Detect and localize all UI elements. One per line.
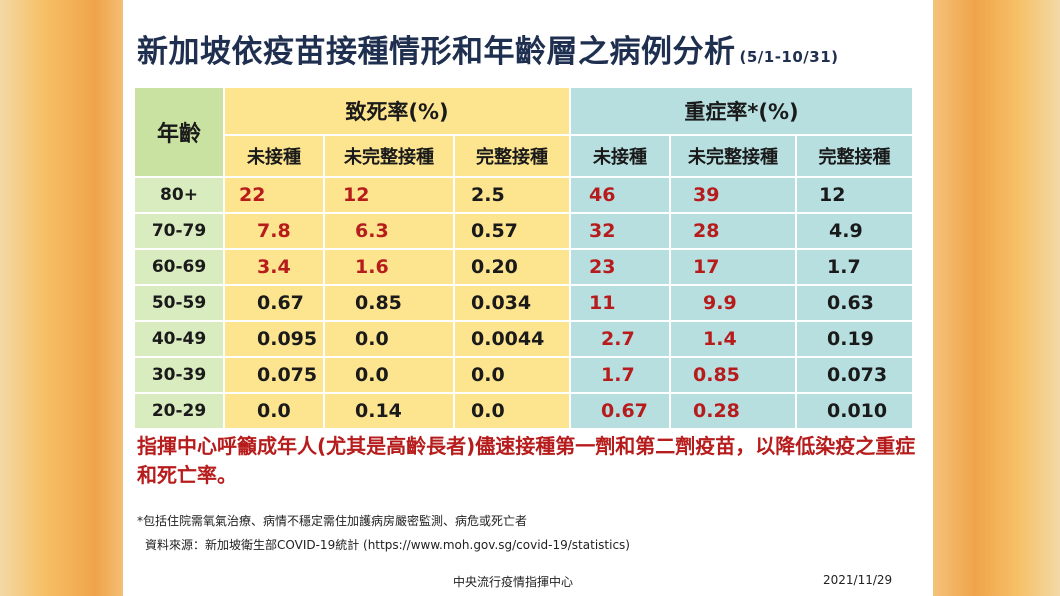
publish-date: 2021/11/29 [823, 573, 893, 587]
fatality-unvaccinated-cell: 0.0 [223, 392, 325, 430]
fatality-full-cell: 0.0 [452, 392, 572, 430]
severe-partial-cell: 0.28 [669, 392, 798, 430]
severe-partial-cell: 0.85 [669, 356, 798, 394]
severe-unvaccinated-cell: 32 [569, 212, 672, 250]
fatality-unvaccinated-cell: 0.095 [223, 320, 325, 358]
fatality-partial-cell: 1.6 [323, 248, 455, 286]
table-row: 80+ 22 12 2.5 46 39 12 [133, 176, 915, 214]
title-period: (5/1-10/31) [739, 48, 839, 66]
fatality-partial-cell: 6.3 [323, 212, 455, 250]
severe-full-cell: 0.010 [795, 392, 915, 430]
severe-full-header: 完整接種 [795, 134, 915, 178]
table-body: 80+ 22 12 2.5 46 39 12 70-79 7.8 6.3 0.5… [133, 176, 915, 430]
appeal-message: 指揮中心呼籲成年人(尤其是高齡長者)儘速接種第一劑和第二劑疫苗，以降低染疫之重症… [137, 434, 916, 487]
severe-full-cell: 0.19 [795, 320, 915, 358]
fatality-partial-header: 未完整接種 [323, 134, 455, 178]
organization-name: 中央流行疫情指揮中心 [453, 575, 574, 589]
fatality-full-cell: 0.0044 [452, 320, 572, 358]
table-row: 50-59 0.67 0.85 0.034 11 9.9 0.63 [133, 284, 915, 322]
fatality-partial-cell: 12 [323, 176, 455, 214]
severe-partial-cell: 28 [669, 212, 798, 250]
severe-unvaccinated-cell: 23 [569, 248, 672, 286]
severe-partial-cell: 9.9 [669, 284, 798, 322]
severe-unvaccinated-cell: 46 [569, 176, 672, 214]
table-row: 60-69 3.4 1.6 0.20 23 17 1.7 [133, 248, 915, 286]
title-text: 新加坡依疫苗接種情形和年齡層之病例分析 [137, 34, 736, 70]
fatality-full-cell: 2.5 [452, 176, 572, 214]
age-cell: 40-49 [133, 320, 225, 358]
severe-unvaccinated-cell: 0.67 [569, 392, 672, 430]
age-cell: 70-79 [133, 212, 225, 250]
fatality-unvaccinated-cell: 3.4 [223, 248, 325, 286]
fatality-unvaccinated-cell: 22 [223, 176, 325, 214]
fatality-full-cell: 0.20 [452, 248, 572, 286]
severe-partial-cell: 39 [669, 176, 798, 214]
fatality-rate-header: 致死率(%) [222, 86, 572, 136]
age-cell: 50-59 [133, 284, 225, 322]
fatality-full-cell: 0.57 [452, 212, 572, 250]
data-source: 資料來源：新加坡衛生部COVID-19統計 (https://www.moh.g… [145, 538, 630, 552]
severe-unvaccinated-cell: 1.7 [569, 356, 672, 394]
severe-full-cell: 12 [795, 176, 915, 214]
fatality-full-cell: 0.0 [452, 356, 572, 394]
page-title: 新加坡依疫苗接種情形和年齡層之病例分析 (5/1-10/31) [137, 26, 839, 71]
age-column-header: 年齡 [133, 86, 225, 178]
table-row: 20-29 0.0 0.14 0.0 0.67 0.28 0.010 [133, 392, 915, 430]
age-cell: 30-39 [133, 356, 225, 394]
table-row: 70-79 7.8 6.3 0.57 32 28 4.9 [133, 212, 915, 250]
fatality-partial-cell: 0.0 [323, 356, 455, 394]
severe-unvaccinated-cell: 2.7 [569, 320, 672, 358]
fatality-unvaccinated-header: 未接種 [223, 134, 325, 178]
fatality-unvaccinated-cell: 7.8 [223, 212, 325, 250]
severe-partial-cell: 1.4 [669, 320, 798, 358]
severe-full-cell: 1.7 [795, 248, 915, 286]
fatality-unvaccinated-cell: 0.075 [223, 356, 325, 394]
fatality-full-header: 完整接種 [452, 134, 572, 178]
fatality-full-cell: 0.034 [452, 284, 572, 322]
severe-partial-header: 未完整接種 [669, 134, 798, 178]
fatality-unvaccinated-cell: 0.67 [223, 284, 325, 322]
severe-full-cell: 0.073 [795, 356, 915, 394]
age-cell: 20-29 [133, 392, 225, 430]
table-row: 30-39 0.075 0.0 0.0 1.7 0.85 0.073 [133, 356, 915, 394]
severe-unvaccinated-header: 未接種 [569, 134, 672, 178]
severe-unvaccinated-cell: 11 [569, 284, 672, 322]
severe-full-cell: 4.9 [795, 212, 915, 250]
age-cell: 80+ [133, 176, 225, 214]
age-cell: 60-69 [133, 248, 225, 286]
case-analysis-table: 年齡 致死率(%) 重症率*(%) 未接種 未完整接種 完整接種 未接種 未完整… [133, 86, 915, 430]
fatality-partial-cell: 0.0 [323, 320, 455, 358]
severe-full-cell: 0.63 [795, 284, 915, 322]
fatality-partial-cell: 0.85 [323, 284, 455, 322]
fatality-partial-cell: 0.14 [323, 392, 455, 430]
severe-definition-footnote: *包括住院需氧氣治療、病情不穩定需住加護病房嚴密監測、病危或死亡者 [137, 514, 528, 528]
severe-rate-header: 重症率*(%) [569, 86, 915, 136]
infographic-page: 新加坡依疫苗接種情形和年齡層之病例分析 (5/1-10/31) 年齡 致死率(%)… [123, 0, 920, 596]
table-row: 40-49 0.095 0.0 0.0044 2.7 1.4 0.19 [133, 320, 915, 358]
severe-partial-cell: 17 [669, 248, 798, 286]
